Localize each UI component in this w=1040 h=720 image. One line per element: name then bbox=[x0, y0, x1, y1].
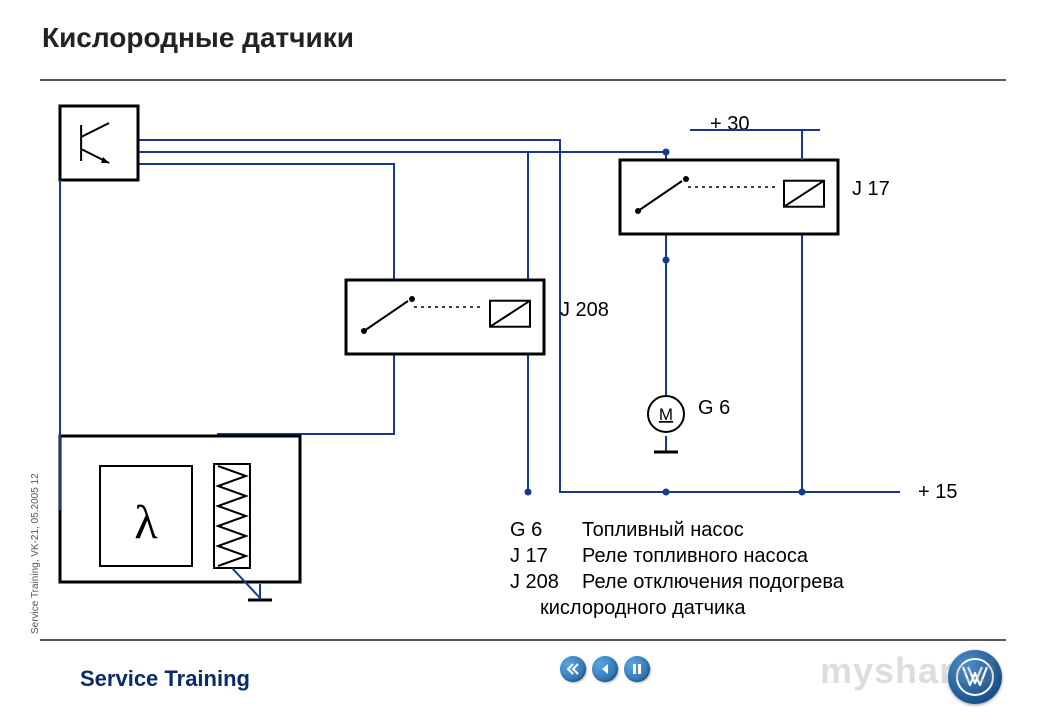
svg-text:λ: λ bbox=[134, 496, 158, 549]
svg-text:J 208: J 208 bbox=[510, 571, 559, 593]
svg-text:J 17: J 17 bbox=[510, 545, 548, 567]
svg-text:G 6: G 6 bbox=[698, 397, 730, 419]
slide-nav bbox=[560, 656, 650, 682]
svg-text:Топливный насос: Топливный насос bbox=[582, 519, 744, 541]
svg-text:+ 15: + 15 bbox=[918, 481, 957, 503]
svg-text:+ 30: + 30 bbox=[710, 113, 749, 135]
nav-pause-button[interactable] bbox=[624, 656, 650, 682]
svg-text:Реле отключения подогрева: Реле отключения подогрева bbox=[582, 571, 845, 593]
nav-back-button[interactable] bbox=[592, 656, 618, 682]
svg-text:Реле топливного насоса: Реле топливного насоса bbox=[582, 545, 809, 567]
svg-text:кислородного датчика: кислородного датчика bbox=[540, 597, 746, 619]
page-title: Кислородные датчики bbox=[42, 22, 354, 54]
svg-text:G 6: G 6 bbox=[510, 519, 542, 541]
nav-rewind-button[interactable] bbox=[560, 656, 586, 682]
svg-text:M: M bbox=[659, 405, 673, 424]
svg-text:J 208: J 208 bbox=[560, 299, 609, 321]
side-meta-label: Service Training, VK-21, 05.2005 12 bbox=[30, 473, 41, 634]
watermark: myshared bbox=[820, 650, 998, 692]
circuit-diagram: λ M + 30 J 17 J 208 G 6 + 15 G 6 Топливный насос… bbox=[0, 0, 1040, 720]
svg-text:J 17: J 17 bbox=[852, 178, 890, 200]
footer-brand: Service Training bbox=[80, 666, 250, 692]
